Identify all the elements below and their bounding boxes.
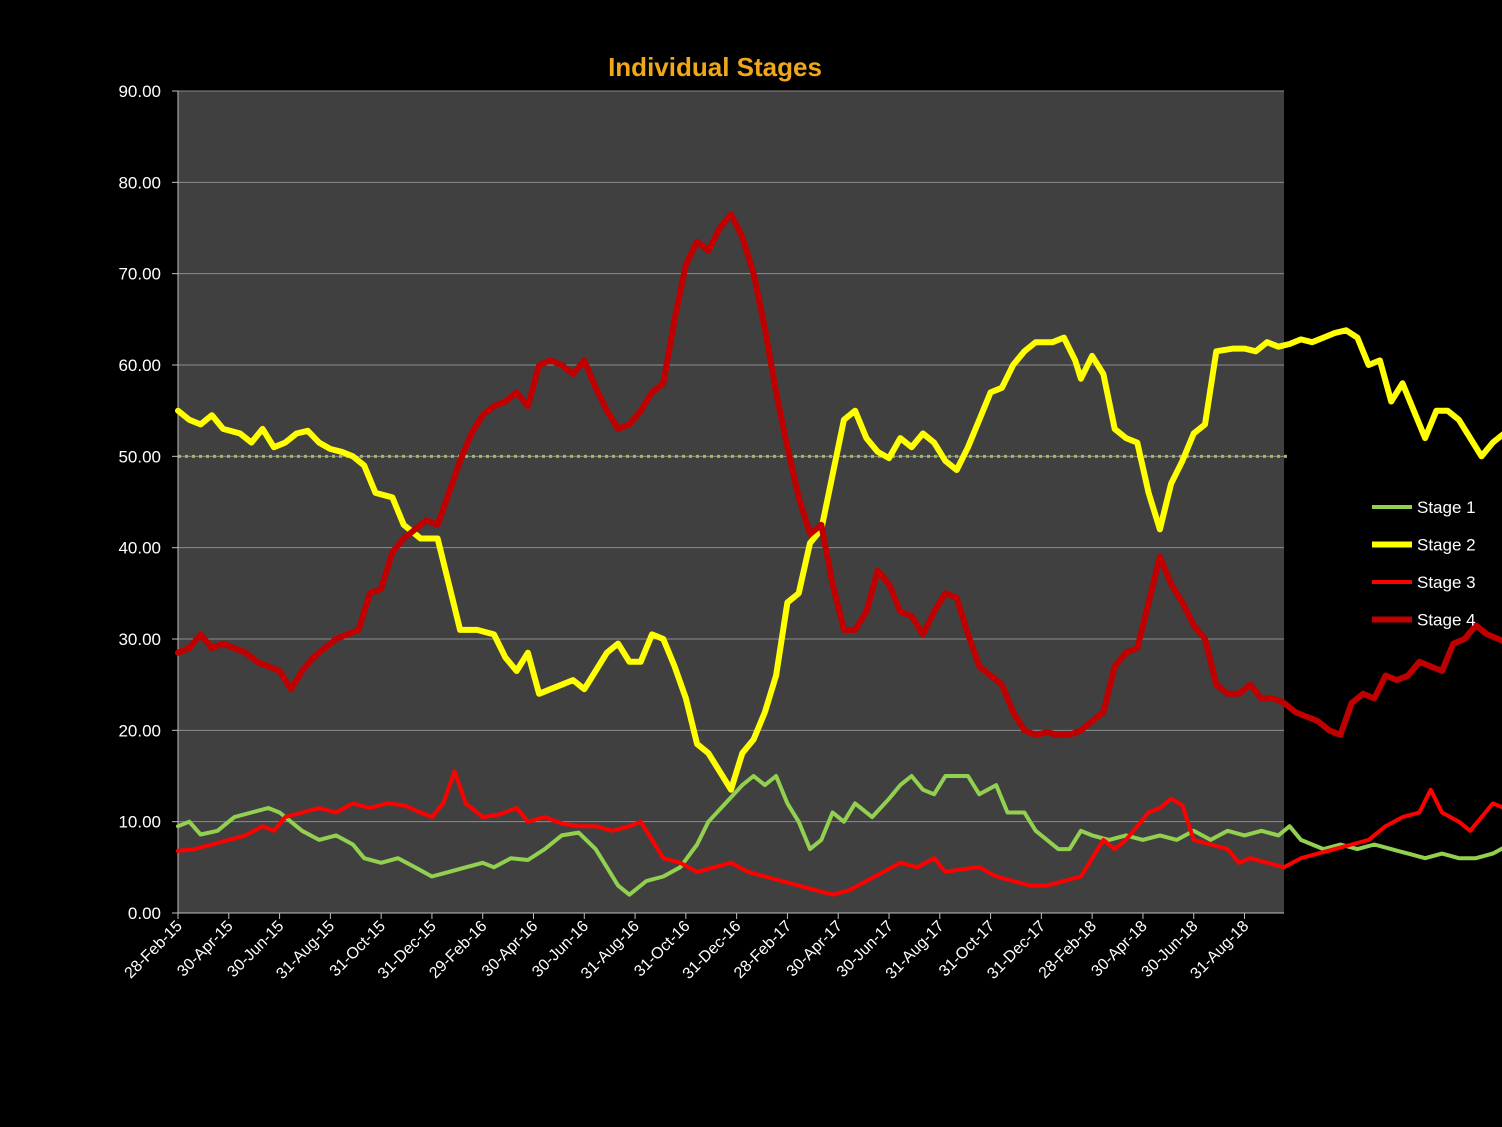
y-tick-label: 70.00 [118,265,161,284]
legend-label: Stage 2 [1417,536,1476,555]
gridlines [178,90,1290,823]
y-tick-label: 20.00 [118,721,161,740]
plot-area [178,91,1284,913]
y-tick-label: 60.00 [118,356,161,375]
y-tick-label: 10.00 [118,813,161,832]
series-lines [175,211,1502,897]
series-line-stage-3 [176,769,1502,897]
legend-label: Stage 1 [1417,498,1476,517]
series-line-stage-2 [175,327,1502,793]
legend-label: Stage 3 [1417,573,1476,592]
y-tick-label: 0.00 [128,904,161,923]
y-tick-label: 40.00 [118,539,161,558]
chart-title: Individual Stages [608,52,822,82]
y-tick-label: 90.00 [118,82,161,101]
y-tick-label: 30.00 [118,630,161,649]
series-line-stage-1 [176,774,1502,897]
y-tick-label: 50.00 [118,447,161,466]
legend: Stage 1 Stage 2 Stage 3 Stage 4 [1372,498,1476,630]
legend-label: Stage 4 [1417,611,1476,630]
series-line-stage-4 [175,211,1502,738]
y-tick-label: 80.00 [118,173,161,192]
